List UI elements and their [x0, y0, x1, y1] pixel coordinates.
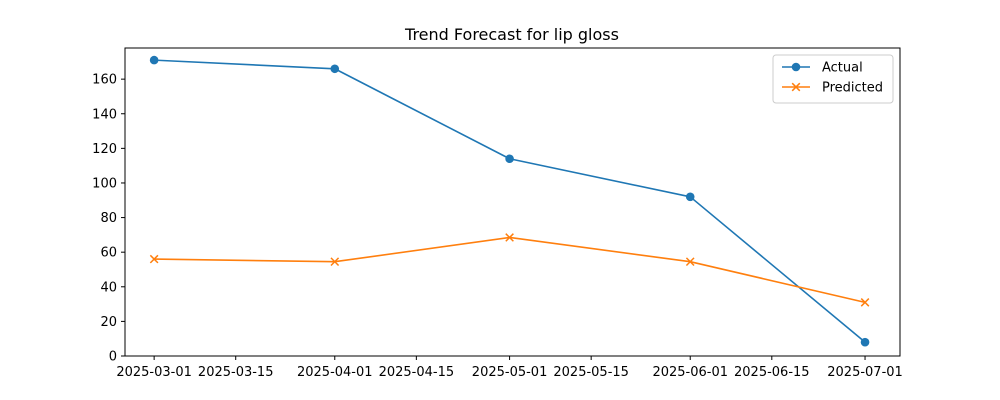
y-tick-label: 80: [100, 211, 117, 226]
data-point-actual: [860, 337, 870, 347]
x-tick-label: 2025-07-01: [827, 365, 903, 380]
data-point-actual: [685, 192, 695, 202]
series-layer: [149, 55, 870, 347]
x-axis-ticks: 2025-03-01 2025-03-15 2025-04-01 2025-04-15…: [116, 356, 903, 380]
legend: Actual Predicted: [772, 54, 894, 104]
y-tick-label: 40: [100, 280, 117, 295]
data-point-predicted: [149, 254, 159, 264]
x-tick-label: 2025-04-15: [379, 365, 455, 380]
data-point-actual: [505, 154, 514, 164]
y-tick-label: 0: [109, 350, 117, 365]
y-tick-label: 120: [92, 142, 117, 157]
y-tick-label: 100: [92, 176, 117, 191]
legend-marker-predicted: [791, 82, 801, 92]
x-tick-label: 2025-05-01: [472, 365, 548, 380]
plot-frame: [124, 47, 901, 357]
legend-label-actual: Actual: [822, 61, 863, 76]
data-point-predicted: [505, 233, 514, 242]
x-tick-label: 2025-04-01: [297, 365, 373, 380]
data-point-predicted: [860, 298, 870, 307]
y-tick-label: 20: [100, 315, 117, 330]
y-axis-ticks: 0 20 40 60 80 100 120 140 160: [92, 73, 125, 365]
y-tick-label: 160: [92, 73, 117, 88]
plot-area: [125, 48, 900, 356]
data-point-predicted: [330, 257, 340, 267]
y-tick-label: 60: [100, 246, 117, 261]
x-tick-label: 2025-06-01: [652, 365, 728, 380]
legend-label-predicted: Predicted: [822, 81, 883, 96]
x-tick-label: 2025-05-15: [553, 365, 629, 380]
y-tick-label: 140: [92, 107, 117, 122]
x-tick-label: 2025-03-01: [116, 365, 192, 380]
x-tick-label: 2025-03-15: [198, 365, 274, 380]
data-point-actual: [330, 64, 340, 74]
data-point-predicted: [685, 257, 695, 267]
data-point-actual: [149, 55, 159, 65]
legend-marker-actual: [791, 62, 801, 72]
x-tick-label: 2025-06-15: [734, 365, 810, 380]
chart-title: Trend Forecast for lip gloss: [404, 25, 619, 44]
